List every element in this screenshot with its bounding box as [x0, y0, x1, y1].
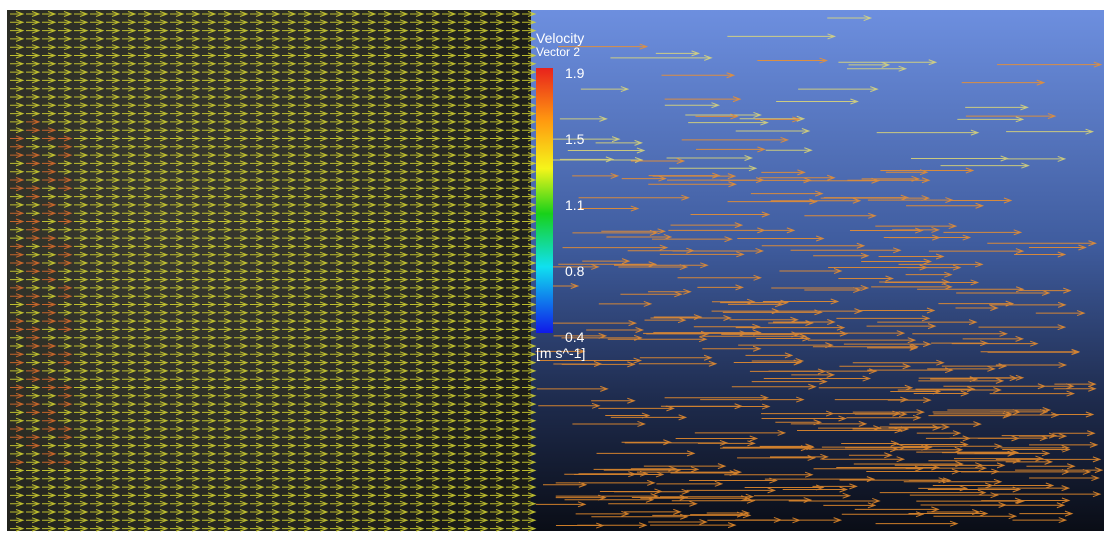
legend-tick-label: 0.8 — [565, 263, 585, 279]
legend-title: Velocity — [536, 30, 584, 46]
legend-subtitle: Vector 2 — [536, 45, 580, 59]
legend-tick-label: 1.9 — [565, 65, 585, 81]
viewer: Velocity Vector 2 1.9 1.5 1.1 0.8 0.4 [m s^-… — [0, 0, 1104, 533]
color-bar — [536, 68, 553, 333]
legend-tick-label: 1.1 — [565, 197, 585, 213]
legend-tick-label: 0.4 — [565, 329, 585, 345]
legend-unit: [m s^-1] — [536, 345, 585, 361]
legend-tick-label: 1.5 — [565, 131, 585, 147]
